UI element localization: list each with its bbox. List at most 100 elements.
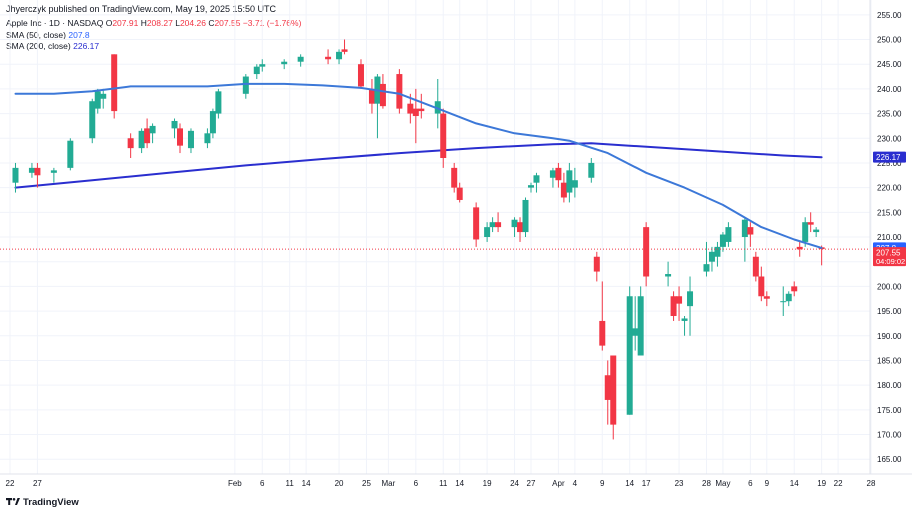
x-tick-label: 6 bbox=[414, 479, 419, 488]
candle-body bbox=[396, 74, 403, 109]
y-tick-label: 225.00 bbox=[877, 159, 902, 168]
candle bbox=[747, 222, 754, 247]
candle bbox=[610, 355, 617, 440]
candle-body bbox=[215, 91, 222, 114]
candle-body bbox=[28, 167, 35, 173]
candle bbox=[741, 217, 748, 262]
price-label-text: 226.17 bbox=[876, 153, 901, 162]
x-tick-label: 22 bbox=[6, 479, 15, 488]
candle-body bbox=[670, 296, 677, 316]
candle bbox=[758, 266, 765, 302]
price-label-box bbox=[873, 247, 906, 267]
candle-body bbox=[12, 167, 19, 183]
sma200-value: 226.17 bbox=[73, 41, 100, 51]
candle-body bbox=[796, 246, 803, 250]
candle-body bbox=[549, 170, 556, 178]
candle-body bbox=[741, 219, 748, 237]
candle-body bbox=[412, 108, 419, 117]
x-tick-label: 27 bbox=[33, 479, 42, 488]
candles-layer bbox=[12, 39, 825, 440]
tradingview-footer[interactable]: TradingView bbox=[6, 497, 79, 508]
candle bbox=[632, 296, 639, 351]
candle bbox=[253, 64, 260, 79]
candle-body bbox=[802, 222, 809, 242]
candle-body bbox=[144, 128, 151, 144]
candle bbox=[522, 197, 529, 237]
candle bbox=[418, 93, 425, 119]
candle bbox=[719, 232, 726, 252]
candle-body bbox=[703, 264, 710, 272]
close-value: 207.55 bbox=[214, 18, 241, 28]
candle bbox=[451, 162, 458, 193]
candle bbox=[50, 167, 57, 183]
candle-body bbox=[341, 49, 348, 52]
y-tick-label: 215.00 bbox=[877, 208, 902, 217]
candle-body bbox=[643, 227, 650, 277]
candle-body bbox=[111, 54, 118, 112]
candle-body bbox=[813, 229, 820, 233]
candle bbox=[204, 128, 211, 149]
y-tick-label: 240.00 bbox=[877, 85, 902, 94]
candle bbox=[341, 39, 348, 55]
x-tick-label: 4 bbox=[573, 479, 578, 488]
candle-body bbox=[571, 180, 578, 188]
y-tick-label: 175.00 bbox=[877, 406, 902, 415]
candle-body bbox=[368, 88, 375, 104]
candle-body bbox=[451, 167, 458, 188]
candle bbox=[484, 222, 491, 242]
candle bbox=[374, 74, 381, 139]
candle-body bbox=[489, 222, 496, 228]
y-tick-label: 165.00 bbox=[877, 455, 902, 464]
candle-body bbox=[791, 286, 798, 292]
candle-body bbox=[440, 113, 447, 158]
candle bbox=[473, 202, 480, 247]
x-tick-label: 27 bbox=[527, 479, 536, 488]
x-tick-label: 20 bbox=[335, 479, 344, 488]
candle bbox=[676, 286, 683, 321]
candle bbox=[752, 251, 759, 282]
candle bbox=[495, 212, 502, 233]
sma50-value: 207.8 bbox=[68, 29, 90, 40]
y-tick-label: 220.00 bbox=[877, 184, 902, 193]
y-tick-label: 170.00 bbox=[877, 431, 902, 440]
candle-body bbox=[511, 219, 518, 228]
sma50-legend-row[interactable]: SMA (50, close) 207.8 bbox=[6, 30, 301, 42]
candle bbox=[560, 172, 567, 203]
candle-body bbox=[626, 296, 633, 415]
candle bbox=[626, 286, 633, 415]
y-tick-label: 235.00 bbox=[877, 110, 902, 119]
candle bbox=[549, 167, 556, 188]
x-tick-label: 9 bbox=[600, 479, 605, 488]
candle bbox=[412, 88, 419, 144]
candle-body bbox=[522, 199, 529, 233]
chart-grid bbox=[0, 0, 872, 474]
low-label: L bbox=[175, 18, 180, 28]
x-tick-label: 9 bbox=[765, 479, 770, 488]
x-tick-label: 14 bbox=[302, 479, 311, 488]
candle bbox=[34, 162, 41, 188]
change-value: −3.71 (−1.76%) bbox=[242, 18, 302, 28]
candle bbox=[807, 212, 814, 233]
candle bbox=[94, 88, 101, 114]
sma200-legend-row[interactable]: SMA (200, close) 226.17 bbox=[6, 41, 301, 53]
candle bbox=[177, 123, 184, 154]
candle-body bbox=[632, 328, 639, 336]
close-label: C bbox=[208, 18, 215, 28]
candle-body bbox=[763, 296, 770, 299]
candle-body bbox=[708, 251, 715, 262]
x-tick-label: Feb bbox=[228, 479, 242, 488]
symbol-name: Apple Inc · 1D · NASDAQ bbox=[6, 18, 104, 28]
candle-body bbox=[566, 170, 573, 193]
candle-body bbox=[560, 182, 567, 198]
candle bbox=[336, 49, 343, 65]
candle bbox=[725, 222, 732, 247]
candle-body bbox=[725, 227, 732, 242]
x-tick-label: 11 bbox=[286, 479, 295, 488]
x-tick-label: 11 bbox=[439, 479, 448, 488]
publisher-line: Jhyerczyk published on TradingView.com, … bbox=[6, 4, 276, 14]
candle bbox=[259, 59, 266, 72]
x-tick-label: 25 bbox=[362, 479, 371, 488]
x-tick-label: 6 bbox=[748, 479, 753, 488]
